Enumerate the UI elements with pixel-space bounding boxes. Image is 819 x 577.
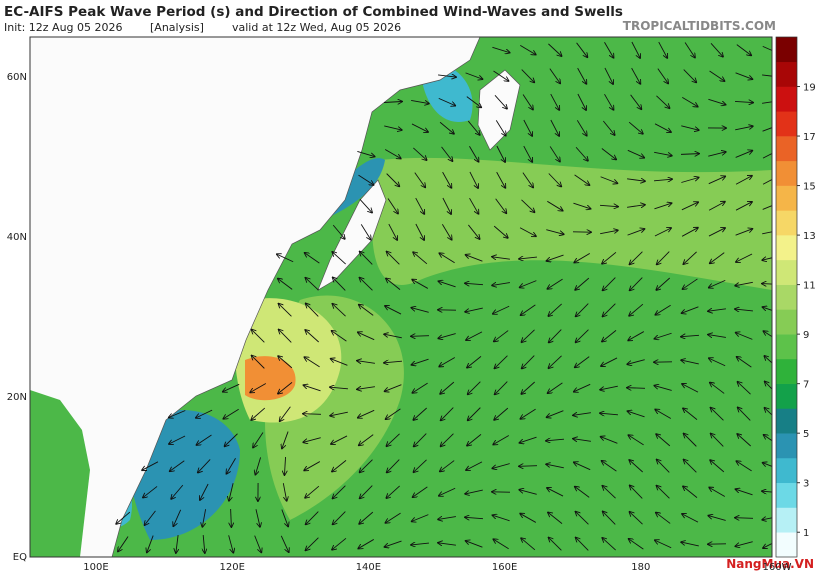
colorbar-segment [776, 87, 797, 112]
colorbar-label: 11 [803, 281, 816, 292]
lat-label: 20N [7, 392, 27, 403]
lon-label: 120E [219, 562, 244, 573]
colorbar-segment [776, 532, 797, 557]
colorbar-label: 3 [803, 479, 809, 490]
lon-label: 180 [631, 562, 650, 573]
init-time: Init: 12z Aug 05 2026 [4, 21, 123, 34]
lon-label: 140E [356, 562, 381, 573]
colorbar-label: 1 [803, 528, 809, 539]
direction-arrow [735, 518, 753, 519]
direction-arrow [627, 388, 645, 389]
colorbar-segment [776, 210, 797, 235]
lon-label: 160W [763, 562, 792, 573]
colorbar-segment [776, 384, 797, 409]
colorbar-segment [776, 62, 797, 87]
colorbar-label: 9 [803, 330, 809, 341]
lat-label: 60N [7, 72, 27, 83]
colorbar-label: 7 [803, 380, 809, 391]
colorbar-segment [776, 334, 797, 359]
colorbar-label: 13 [803, 231, 816, 242]
colorbar-segment [776, 433, 797, 458]
lat-label: 40N [7, 232, 27, 243]
colorbar-segment [776, 37, 797, 62]
colorbar-segment [776, 285, 797, 310]
colorbar-segment [776, 507, 797, 532]
valid-time: valid at 12z Wed, Aug 05 2026 [232, 21, 401, 34]
colorbar-segment [776, 136, 797, 161]
colorbar-segment [776, 186, 797, 211]
lat-label: EQ [13, 552, 27, 563]
colorbar-segment [776, 111, 797, 136]
colorbar-segment [776, 359, 797, 384]
colorbar-segment [776, 161, 797, 186]
direction-arrow [303, 414, 321, 415]
colorbar-label: 17 [803, 132, 816, 143]
lon-label: 160E [492, 562, 517, 573]
colorbar-segment [776, 408, 797, 433]
title: EC-AIFS Peak Wave Period (s) and Directi… [4, 4, 623, 20]
colorbar-segment [776, 260, 797, 285]
colorbar-segment [776, 458, 797, 483]
map-field [30, 37, 780, 557]
direction-arrow [519, 466, 537, 467]
site-name: TROPICALTIDBITS.COM [623, 19, 776, 33]
direction-arrow [411, 336, 429, 337]
colorbar-label: 19 [803, 83, 816, 94]
lon-label: 100E [83, 562, 108, 573]
colorbar-label: 15 [803, 182, 816, 193]
colorbar-segment [776, 309, 797, 334]
colorbar-segment [776, 483, 797, 508]
colorbar-label: 5 [803, 429, 809, 440]
colorbar-segment [776, 235, 797, 260]
analysis-label: [Analysis] [150, 21, 204, 34]
